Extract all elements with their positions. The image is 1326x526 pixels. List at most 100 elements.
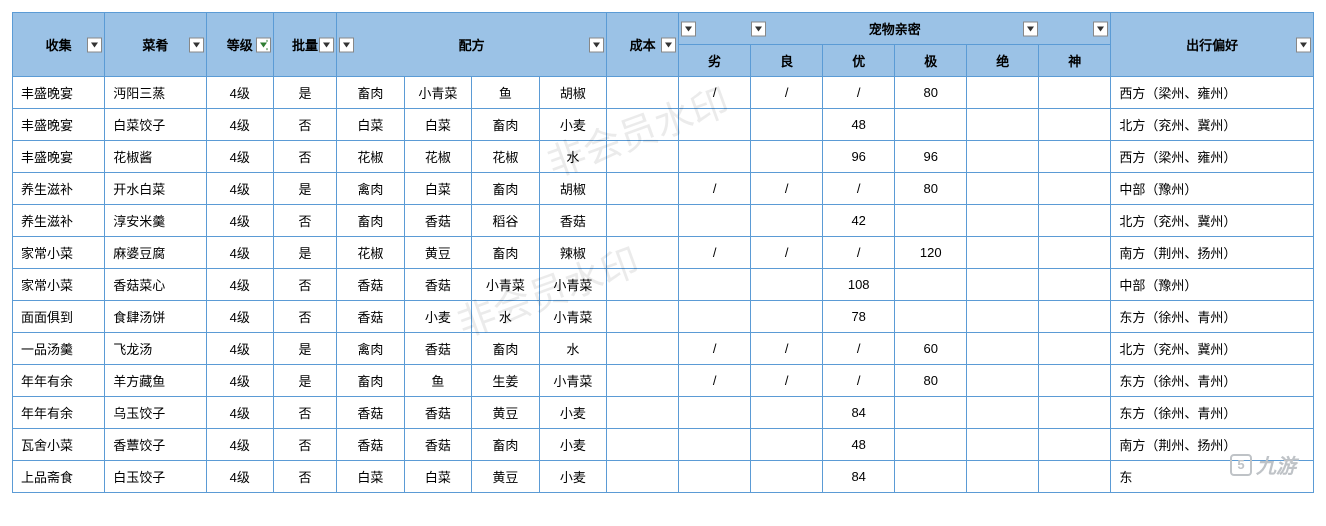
header-label: 成本 bbox=[630, 38, 656, 53]
cell-ing-2: 香菇 bbox=[404, 205, 472, 237]
header-label: 菜肴 bbox=[142, 38, 168, 53]
cell-level: 4级 bbox=[206, 237, 274, 269]
cell-cost bbox=[607, 205, 679, 237]
cell-batch: 是 bbox=[274, 365, 337, 397]
table-row: 一品汤羹飞龙汤4级是禽肉香菇畜肉水///60北方（兖州、冀州） bbox=[13, 333, 1314, 365]
cell-ing-1: 禽肉 bbox=[337, 173, 405, 205]
cell-ing-1: 白菜 bbox=[337, 109, 405, 141]
cell-pet-2: / bbox=[823, 333, 895, 365]
cell-pet-0 bbox=[679, 269, 751, 301]
cell-pet-3 bbox=[895, 109, 967, 141]
cell-batch: 否 bbox=[274, 301, 337, 333]
cell-ing-2: 香菇 bbox=[404, 269, 472, 301]
cell-pet-2: 48 bbox=[823, 109, 895, 141]
cell-pref: 南方（荆州、扬州） bbox=[1111, 429, 1314, 461]
cell-pref: 中部（豫州） bbox=[1111, 269, 1314, 301]
filter-dish-icon[interactable] bbox=[189, 37, 204, 52]
cell-pet-5 bbox=[1039, 397, 1111, 429]
cell-level: 4级 bbox=[206, 205, 274, 237]
cell-pet-4 bbox=[967, 429, 1039, 461]
header-pet-1: 良 bbox=[751, 45, 823, 77]
cell-level: 4级 bbox=[206, 109, 274, 141]
cell-ing-3: 稻谷 bbox=[472, 205, 540, 237]
cell-pet-4 bbox=[967, 333, 1039, 365]
filter-pet-d-icon[interactable] bbox=[1093, 21, 1108, 36]
cell-ing-4: 水 bbox=[539, 333, 607, 365]
header-collect: 收集 bbox=[13, 13, 105, 77]
header-label: 等级 bbox=[227, 38, 253, 53]
cell-batch: 否 bbox=[274, 461, 337, 493]
filter-level-sorted-icon[interactable] bbox=[256, 37, 271, 52]
cell-collect: 家常小菜 bbox=[13, 269, 105, 301]
filter-batch-icon[interactable] bbox=[319, 37, 334, 52]
cell-ing-3: 水 bbox=[472, 301, 540, 333]
cell-dish: 开水白菜 bbox=[105, 173, 206, 205]
cell-pet-3 bbox=[895, 301, 967, 333]
cell-dish: 羊方藏鱼 bbox=[105, 365, 206, 397]
cell-ing-1: 花椒 bbox=[337, 141, 405, 173]
header-label: 批量 bbox=[292, 38, 318, 53]
cell-level: 4级 bbox=[206, 333, 274, 365]
cell-level: 4级 bbox=[206, 301, 274, 333]
cell-ing-4: 小麦 bbox=[539, 109, 607, 141]
cell-ing-3: 鱼 bbox=[472, 77, 540, 109]
cell-level: 4级 bbox=[206, 77, 274, 109]
cell-ing-1: 香菇 bbox=[337, 269, 405, 301]
cell-pet-0 bbox=[679, 109, 751, 141]
cell-ing-3: 畜肉 bbox=[472, 333, 540, 365]
cell-collect: 丰盛晚宴 bbox=[13, 77, 105, 109]
cell-pet-2: 48 bbox=[823, 429, 895, 461]
cell-batch: 否 bbox=[274, 269, 337, 301]
cell-ing-1: 香菇 bbox=[337, 429, 405, 461]
cell-ing-3: 畜肉 bbox=[472, 237, 540, 269]
cell-pref: 中部（豫州） bbox=[1111, 173, 1314, 205]
cell-pet-3: 60 bbox=[895, 333, 967, 365]
cell-ing-1: 香菇 bbox=[337, 397, 405, 429]
cell-level: 4级 bbox=[206, 429, 274, 461]
cell-batch: 是 bbox=[274, 173, 337, 205]
cell-cost bbox=[607, 429, 679, 461]
cell-ing-2: 白菜 bbox=[404, 173, 472, 205]
filter-pet-c-icon[interactable] bbox=[1023, 21, 1038, 36]
cell-pet-1: / bbox=[751, 173, 823, 205]
cell-ing-3: 生姜 bbox=[472, 365, 540, 397]
cell-pet-1 bbox=[751, 205, 823, 237]
cell-pet-3 bbox=[895, 429, 967, 461]
header-pet-0: 劣 bbox=[679, 45, 751, 77]
header-pet-3: 极 bbox=[895, 45, 967, 77]
header-label: 配方 bbox=[459, 38, 485, 53]
cell-level: 4级 bbox=[206, 269, 274, 301]
header-pet-2: 优 bbox=[823, 45, 895, 77]
cell-pet-4 bbox=[967, 173, 1039, 205]
header-label: 出行偏好 bbox=[1186, 38, 1238, 53]
cell-ing-1: 香菇 bbox=[337, 301, 405, 333]
cell-batch: 否 bbox=[274, 205, 337, 237]
cell-pet-3: 80 bbox=[895, 365, 967, 397]
cell-batch: 是 bbox=[274, 77, 337, 109]
cell-pet-1: / bbox=[751, 333, 823, 365]
filter-recipe-left-icon[interactable] bbox=[339, 37, 354, 52]
cell-pet-4 bbox=[967, 461, 1039, 493]
filter-collect-icon[interactable] bbox=[87, 37, 102, 52]
cell-pet-2: / bbox=[823, 173, 895, 205]
cell-dish: 香蕈饺子 bbox=[105, 429, 206, 461]
cell-ing-3: 畜肉 bbox=[472, 109, 540, 141]
filter-pref-icon[interactable] bbox=[1296, 37, 1311, 52]
cell-pet-4 bbox=[967, 237, 1039, 269]
cell-dish: 乌玉饺子 bbox=[105, 397, 206, 429]
cell-pet-3 bbox=[895, 461, 967, 493]
cell-ing-4: 胡椒 bbox=[539, 173, 607, 205]
cell-dish: 沔阳三蒸 bbox=[105, 77, 206, 109]
cell-pet-0 bbox=[679, 397, 751, 429]
cell-pet-1 bbox=[751, 397, 823, 429]
filter-pet-a-icon[interactable] bbox=[681, 21, 696, 36]
filter-recipe-right-icon[interactable] bbox=[589, 37, 604, 52]
cell-batch: 是 bbox=[274, 333, 337, 365]
cell-dish: 麻婆豆腐 bbox=[105, 237, 206, 269]
cell-pet-3: 80 bbox=[895, 173, 967, 205]
filter-cost-icon[interactable] bbox=[661, 37, 676, 52]
cell-ing-4: 辣椒 bbox=[539, 237, 607, 269]
table-row: 家常小菜香菇菜心4级否香菇香菇小青菜小青菜108中部（豫州） bbox=[13, 269, 1314, 301]
cell-ing-4: 水 bbox=[539, 141, 607, 173]
filter-pet-b-icon[interactable] bbox=[751, 21, 766, 36]
